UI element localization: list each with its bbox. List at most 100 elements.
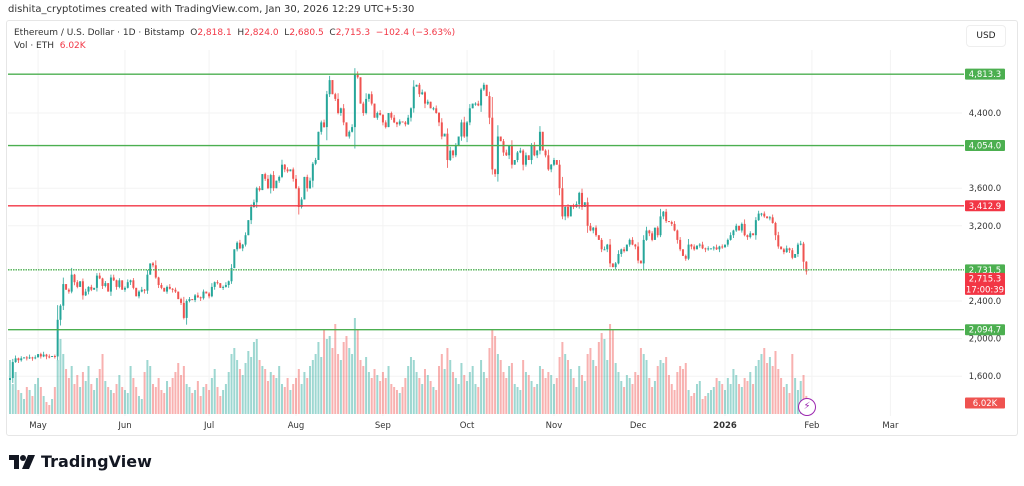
volume-bar [578,366,581,414]
volume-bar [404,378,407,414]
level-price-label-box [965,200,1005,212]
price-tick-label: 2,400.0 [969,297,1001,307]
candle-body [724,244,727,248]
volume-bar [320,357,323,414]
candle-body [25,357,28,359]
candle-body [432,108,435,110]
candle-body [628,239,631,245]
candle-body [569,205,572,217]
volume-bar [250,357,253,414]
volume-bar [90,384,93,414]
change-value: −102.4 (−3.63%) [375,28,456,38]
volume-bar [23,399,26,414]
volume-bar [180,375,183,414]
currency-button[interactable]: USD [966,25,1006,47]
candle-body [168,286,171,289]
candle-body [564,207,567,217]
candle-body [31,357,34,359]
volume-bar [418,378,421,414]
volume-bar [244,363,247,414]
candle-body [137,291,140,297]
volume-bar [491,330,494,414]
candle-body [297,188,300,207]
candle-body [749,233,752,238]
candle-body [191,299,194,301]
countdown-label: 17:00:39 [966,285,1004,295]
candle-body [597,235,600,240]
level-price-label-box [965,324,1005,336]
volume-bar [348,348,351,414]
volume-bar [295,378,298,414]
price-tick-label: 1,600.0 [969,372,1001,382]
volume-bar [45,402,48,414]
candle-body [300,199,303,207]
volume-bar [311,360,314,414]
chart-legend: Ethereum / U.S. Dollar · 1D · Bitstamp O… [14,27,455,53]
price-tick-label: 4,400.0 [969,109,1001,119]
candle-body [438,113,441,123]
volume-bar [777,369,780,414]
volume-label[interactable]: Vol · ETH [14,41,54,51]
volume-bar [639,348,642,414]
candle-body [84,291,87,296]
candle-body [729,235,732,240]
volume-bar [670,384,673,414]
volume-bar [390,384,393,414]
volume-bar [11,384,14,414]
candle-body [659,216,662,236]
candle-body [373,103,376,118]
volume-bar [123,390,126,414]
volume-bar [527,375,530,414]
time-axis-label: Dec [630,421,647,431]
candle-body [28,357,31,359]
volume-bar [482,372,485,414]
volume-bar [488,348,491,414]
candle-body [603,249,606,251]
volume-bar [496,354,499,414]
candle-body [533,145,536,156]
candle-body [48,356,51,358]
volume-bar [283,387,286,414]
volume-bar [126,393,129,414]
candle-body [337,98,340,113]
chart-frame [6,20,1018,436]
volume-bar [205,384,208,414]
volume-bar [264,369,267,414]
volume-bar [449,360,452,414]
volume-bar [687,390,690,414]
candle-body [115,280,118,287]
tradingview-logo-icon [9,454,35,469]
tradingview-logo: TradingView [9,452,152,471]
volume-bar [309,366,312,414]
lightning-icon[interactable]: ⚡ [798,398,816,416]
volume-bar [642,354,645,414]
volume-bar [199,396,202,414]
volume-bar [508,366,511,414]
volume-bar [522,360,525,414]
candle-body [651,233,654,240]
volume-bar [356,330,359,414]
candle-body [135,287,138,297]
time-axis-label: May [29,421,47,431]
level-price-label: 4,054.0 [969,142,1001,152]
volume-bar [502,372,505,414]
volume-bar [227,372,230,414]
time-axis-label: Nov [546,421,563,431]
candle-body [794,254,797,258]
time-axis-label: Sep [375,421,391,431]
volume-bar [656,366,659,414]
candle-body [710,248,712,250]
candle-body [42,354,45,357]
symbol-description[interactable]: Ethereum / U.S. Dollar · 1D · Bitstamp [14,28,185,38]
volume-bar [269,372,272,414]
candle-body [592,227,595,231]
candle-body [780,246,783,250]
candle-body [485,84,488,97]
volume-bar [121,387,124,414]
volume-bar [673,390,676,414]
volume-bar [163,393,166,414]
candle-body [474,103,477,105]
volume-bar [314,354,317,414]
volume-bar [541,369,544,414]
